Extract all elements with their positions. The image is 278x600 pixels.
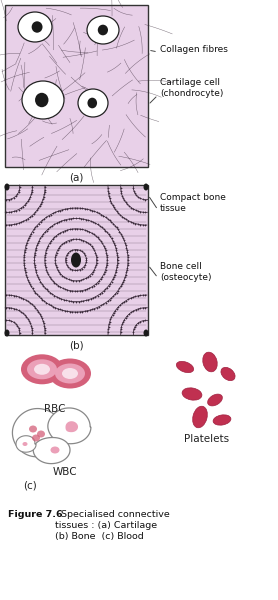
Bar [5, 5, 148, 167]
Ellipse shape [62, 368, 78, 379]
Ellipse shape [23, 442, 28, 446]
Ellipse shape [143, 184, 148, 191]
Ellipse shape [213, 415, 231, 425]
Text: RBC: RBC [44, 404, 66, 414]
Polygon shape [33, 437, 70, 464]
Ellipse shape [193, 406, 207, 428]
Ellipse shape [203, 352, 217, 372]
Text: (b): (b) [69, 340, 84, 350]
Ellipse shape [34, 364, 50, 375]
Ellipse shape [88, 98, 97, 109]
Ellipse shape [35, 93, 48, 107]
Ellipse shape [55, 364, 85, 383]
Text: (a): (a) [69, 172, 84, 182]
Ellipse shape [143, 329, 148, 337]
Ellipse shape [32, 21, 43, 32]
Text: Platelets: Platelets [184, 434, 230, 444]
Text: (c): (c) [23, 480, 37, 490]
Bar [5, 185, 148, 335]
Polygon shape [48, 408, 91, 444]
Ellipse shape [27, 359, 57, 379]
Ellipse shape [4, 184, 9, 191]
Ellipse shape [182, 388, 202, 400]
Ellipse shape [4, 329, 9, 337]
Ellipse shape [98, 25, 108, 35]
Ellipse shape [37, 431, 45, 437]
Ellipse shape [22, 81, 64, 119]
Text: Compact bone
tissue: Compact bone tissue [160, 193, 226, 213]
Ellipse shape [221, 367, 235, 380]
Text: WBC: WBC [53, 467, 77, 477]
Ellipse shape [208, 394, 222, 406]
Polygon shape [13, 409, 62, 457]
Ellipse shape [176, 361, 194, 373]
Ellipse shape [29, 425, 37, 433]
Polygon shape [16, 436, 36, 452]
Text: Bone cell
(osteocyte): Bone cell (osteocyte) [160, 262, 212, 282]
Ellipse shape [49, 358, 91, 389]
Text: Cartilage cell
(chondrocyte): Cartilage cell (chondrocyte) [160, 78, 224, 98]
Text: Collagen fibres: Collagen fibres [160, 46, 228, 55]
Ellipse shape [87, 16, 119, 44]
Polygon shape [66, 421, 78, 432]
Ellipse shape [32, 434, 40, 442]
Text: Specialised connective: Specialised connective [55, 510, 170, 519]
Ellipse shape [21, 354, 63, 385]
Ellipse shape [18, 12, 52, 42]
Text: tissues : (a) Cartilage: tissues : (a) Cartilage [55, 521, 157, 530]
Ellipse shape [71, 253, 81, 268]
Text: Figure 7.6: Figure 7.6 [8, 510, 63, 519]
Ellipse shape [51, 446, 59, 454]
Text: (b) Bone  (c) Blood: (b) Bone (c) Blood [55, 532, 144, 541]
Ellipse shape [78, 89, 108, 117]
